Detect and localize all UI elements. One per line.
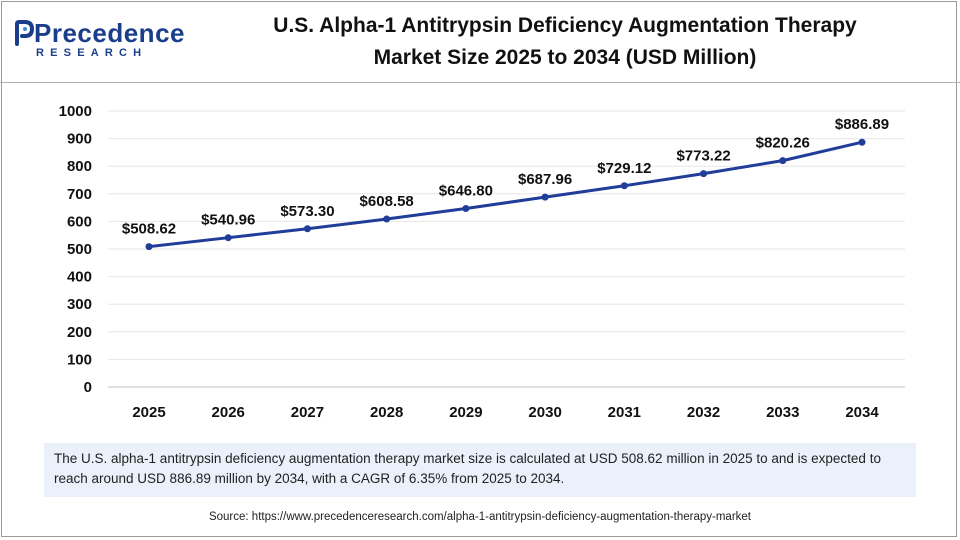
brand-name: Precedence bbox=[34, 18, 185, 48]
data-label: $608.58 bbox=[360, 193, 414, 210]
y-tick-label: 1000 bbox=[59, 103, 92, 120]
x-tick-label: 2034 bbox=[845, 404, 879, 421]
x-tick-label: 2027 bbox=[291, 404, 324, 421]
data-point bbox=[620, 182, 628, 190]
data-label: $508.62 bbox=[122, 221, 176, 238]
title-line-2: Market Size 2025 to 2034 (USD Million) bbox=[373, 46, 757, 69]
y-tick-label: 600 bbox=[67, 213, 92, 230]
x-tick-label: 2030 bbox=[528, 404, 561, 421]
data-label: $573.30 bbox=[280, 203, 334, 220]
y-tick-label: 200 bbox=[67, 324, 92, 341]
data-point bbox=[303, 225, 311, 233]
x-tick-label: 2031 bbox=[608, 404, 641, 421]
data-label: $646.80 bbox=[439, 182, 493, 199]
data-point bbox=[145, 243, 153, 251]
series-line bbox=[148, 140, 863, 249]
x-tick-label: 2032 bbox=[687, 404, 720, 421]
y-tick-label: 700 bbox=[67, 186, 92, 203]
page-title: U.S. Alpha-1 Antitrypsin Deficiency Augm… bbox=[190, 10, 940, 74]
title-line-1: U.S. Alpha-1 Antitrypsin Deficiency Augm… bbox=[273, 14, 857, 37]
header: Precedence RESEARCH U.S. Alpha-1 Antitry… bbox=[0, 0, 960, 84]
y-tick-label: 0 bbox=[84, 379, 92, 396]
x-tick-label: 2025 bbox=[132, 404, 165, 421]
data-label: $773.22 bbox=[676, 148, 730, 165]
data-label: $820.26 bbox=[756, 135, 810, 152]
data-point bbox=[383, 215, 391, 223]
source-note: Source: https://www.precedenceresearch.c… bbox=[208, 511, 752, 523]
y-tick-label: 800 bbox=[67, 158, 92, 175]
data-point bbox=[541, 193, 549, 201]
brand-sub: RESEARCH bbox=[36, 47, 148, 59]
y-tick-label: 300 bbox=[67, 296, 92, 313]
data-label: $687.96 bbox=[518, 171, 572, 188]
x-tick-label: 2033 bbox=[766, 404, 799, 421]
x-tick-label: 2029 bbox=[449, 404, 482, 421]
data-point bbox=[462, 204, 470, 212]
y-tick-label: 400 bbox=[67, 269, 92, 286]
data-label: $540.96 bbox=[201, 212, 255, 229]
logo-mark-icon bbox=[15, 20, 34, 46]
data-label: $886.89 bbox=[835, 116, 889, 133]
data-point bbox=[224, 234, 232, 242]
y-tick-label: 100 bbox=[67, 351, 92, 368]
data-point bbox=[858, 138, 866, 146]
description-box: The U.S. alpha-1 antitrypsin deficiency … bbox=[44, 443, 916, 497]
x-tick-label: 2026 bbox=[212, 404, 245, 421]
line-chart: 0 100 200 300 400 500 600 700 800 900 1000 2025 2026… bbox=[59, 103, 905, 421]
y-tick-label: 500 bbox=[67, 241, 92, 258]
data-point bbox=[700, 170, 708, 178]
data-label: $729.12 bbox=[597, 160, 651, 177]
y-tick-label: 900 bbox=[67, 131, 92, 148]
brand-logo: Precedence RESEARCH bbox=[14, 14, 184, 64]
header-divider bbox=[0, 82, 960, 83]
data-point bbox=[779, 157, 787, 165]
x-tick-label: 2028 bbox=[370, 404, 403, 421]
